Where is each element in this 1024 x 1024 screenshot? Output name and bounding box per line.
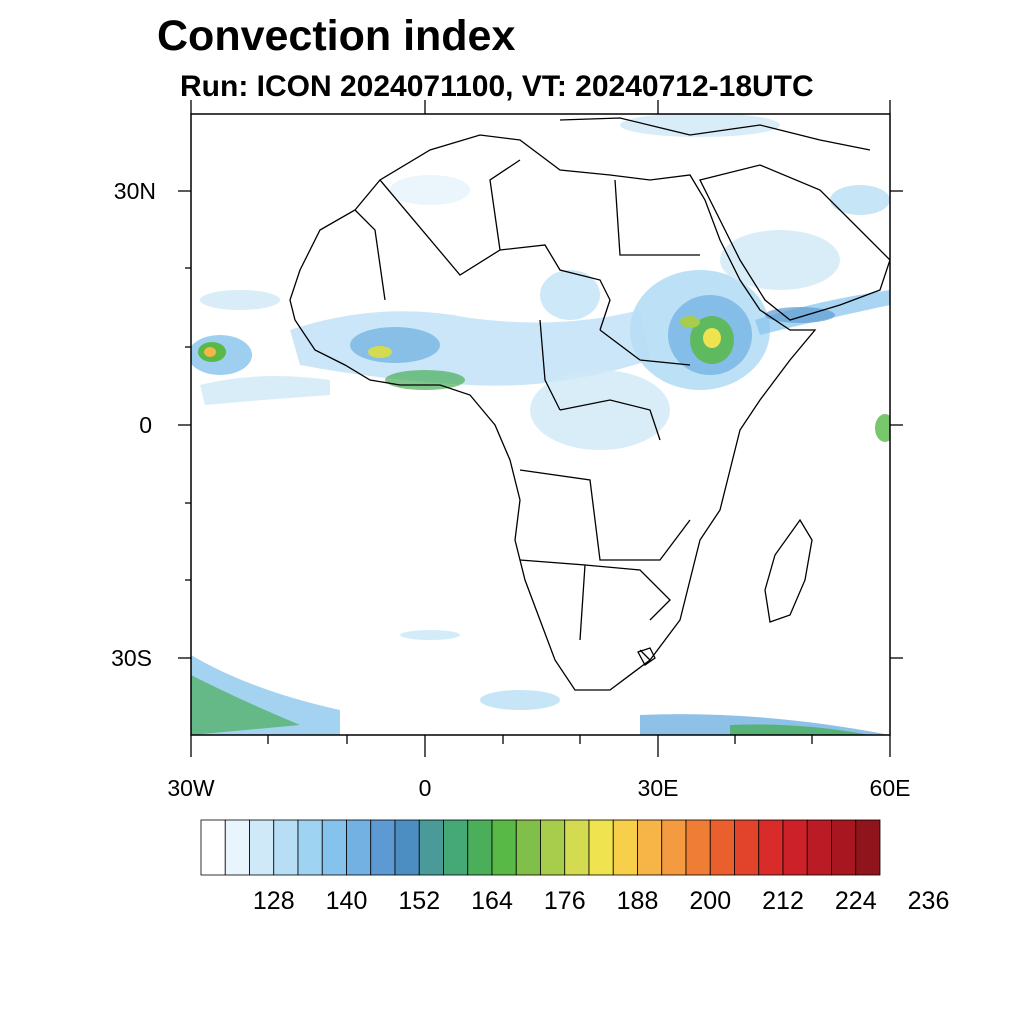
shade-arabia [720,230,840,290]
colorbar-box [249,819,275,876]
colorbar-box [515,819,541,876]
shade-east-indian [875,414,890,442]
shade-west-africa [350,327,440,363]
plot-subtitle: Run: ICON 2024071100, VT: 20240712-18UTC [180,70,814,103]
arabia-coastline [699,164,890,321]
colorbar-box [588,819,614,876]
colorbar-box [758,819,784,876]
med-coastline [559,117,871,151]
colorbar-box [200,819,226,876]
madagascar-coastline [764,518,813,623]
lon-label-30e: 30E [637,775,679,801]
colorbar-box [782,819,808,876]
colorbar-tick-label: 212 [762,887,804,915]
colorbar-box [855,819,881,876]
shade-south-indian-core [730,724,870,735]
shade-south-atlantic-core [191,675,300,735]
shade-cape [480,690,560,710]
shade-south-atlantic-mid [400,630,460,640]
colorbar-box [685,819,711,876]
colorbar-box [806,819,832,876]
lat-label-30n: 30N [113,178,156,204]
shade-atlantic-north [200,290,280,310]
colorbar-box [297,819,323,876]
colorbar-box [321,819,347,876]
shade-med [620,114,780,137]
border-west [354,159,611,331]
lon-label-30w: 30W [167,775,215,801]
colorbar-box [443,819,469,876]
colorbar-tick-label: 188 [616,887,659,915]
lon-label-0: 0 [418,775,432,801]
shade-sahara-north [390,175,470,205]
colorbar-box [612,819,638,876]
axis-ticks [178,100,903,757]
colorbar-box [734,819,760,876]
shade-atlantic-peak [204,347,216,357]
colorbar-box [418,819,444,876]
colorbar-box [467,819,493,876]
colorbar-box [564,819,590,876]
convection-shading [191,114,890,735]
colorbar-box [661,819,687,876]
colorbar-box [540,819,566,876]
lesotho [637,647,656,666]
lon-label-60e: 60E [869,775,911,801]
shade-persia [830,185,890,215]
shade-congo [530,370,670,450]
shade-gulf-aden-core [765,307,835,323]
colorbar-box [831,819,857,876]
colorbar-box [394,819,420,876]
africa-coastline [289,134,817,691]
border-south [519,559,671,661]
colorbar-box [637,819,663,876]
colorbar-tick-label: 176 [543,887,586,915]
colorbar-tick-label: 140 [325,887,368,915]
colorbar-box [709,819,735,876]
shade-ethiopia-west [680,316,700,328]
colorbar-box [491,819,517,876]
colorbar-box [346,819,372,876]
colorbar-tick-label: 224 [834,887,877,915]
colorbar-tick-label: 164 [471,887,513,915]
shade-guinea-coast [385,370,465,390]
lat-label-0: 0 [139,412,152,438]
colorbar-box [224,819,250,876]
colorbar-tick-label: 128 [252,887,295,915]
colorbar-tick-label: 236 [907,887,950,915]
colorbar [200,819,881,876]
colorbar-box [370,819,396,876]
shade-ethiopia-peak [703,328,721,348]
shade-atlantic-band [200,376,330,405]
coastlines [289,117,890,691]
plot-title: Convection index [157,12,516,60]
colorbar-tick-label: 200 [689,887,732,915]
shade-chad [540,270,600,320]
shade-guinea-peak [368,346,392,358]
colorbar-tick-label: 152 [398,887,441,915]
border-central [519,179,700,561]
lat-label-30s: 30S [111,645,152,671]
colorbar-box [273,819,299,876]
